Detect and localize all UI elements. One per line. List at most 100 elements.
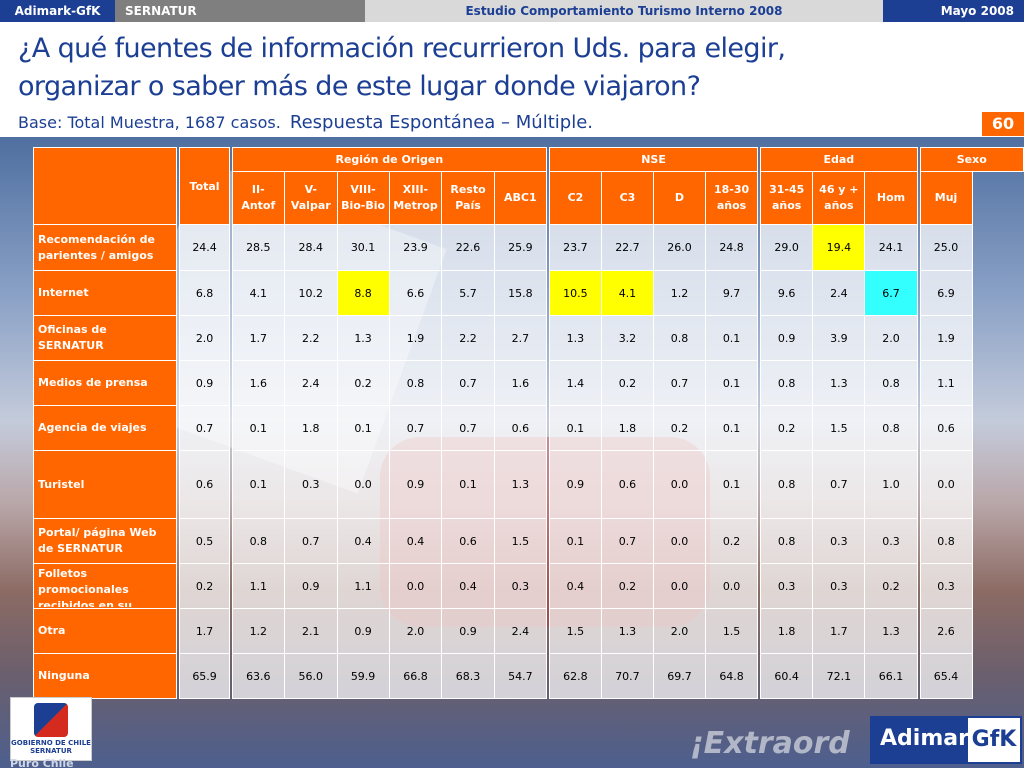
table-cell: 1.7 [231, 315, 285, 361]
column-header: Hom [864, 171, 918, 225]
column-header: VIII- Bio-Bio [336, 171, 390, 225]
table-cell: 0.0 [704, 563, 759, 609]
table-cell: 23.9 [388, 224, 443, 271]
chile-shield-icon [34, 703, 68, 737]
table-cell: 2.0 [864, 315, 918, 361]
table-cell: 0.0 [652, 563, 706, 609]
table-cell: 10.5 [548, 270, 602, 316]
table-cell: 0.1 [704, 405, 759, 451]
row-label-text: Internet [38, 285, 176, 301]
column-header-text: Antof [241, 199, 276, 212]
table-cell: 66.8 [388, 653, 443, 699]
table-cell: 0.2 [760, 405, 814, 451]
table-cell: 0.6 [441, 518, 495, 564]
row-label-text: Agencia de viajes [38, 420, 176, 436]
table-cell: 56.0 [283, 653, 338, 699]
table-cell: 0.1 [704, 315, 759, 361]
company-label: Adimark-GfK [0, 0, 115, 22]
table-cell: 1.3 [548, 315, 602, 361]
column-header: 46 y + años [812, 171, 866, 225]
brand-adimark: Adimark [880, 726, 984, 751]
table-cell: 1.9 [388, 315, 443, 361]
table-cell: 0.8 [760, 450, 814, 519]
table-cell: 28.5 [231, 224, 285, 271]
column-header-text: Hom [876, 191, 906, 204]
row-label-text: Oficinas de SERNATUR [38, 322, 176, 354]
table-cell: 62.8 [548, 653, 602, 699]
row-label: Oficinas de SERNATUR [32, 315, 178, 361]
table-cell: 0.1 [704, 360, 759, 406]
table-cell: 0.6 [600, 450, 654, 519]
column-header-text: VIII- [350, 183, 376, 196]
base-note: Base: Total Muestra, 1687 casos. Respues… [18, 112, 593, 133]
column-header-text: ABC1 [504, 191, 537, 204]
table-cell: 1.6 [231, 360, 285, 406]
row-label-text: Medios de prensa [38, 375, 176, 391]
row-label-line: Folletos [38, 566, 87, 580]
row-label-line: Oficinas de [38, 323, 107, 336]
table-cell: 0.3 [812, 563, 866, 609]
column-header: V- Valpar [283, 171, 338, 225]
group-header: Edad [760, 147, 918, 172]
top-bar: Adimark-GfK SERNATUR Estudio Comportamie… [0, 0, 1024, 22]
table-row: Oficinas de SERNATUR 2.0 1.7 2.2 1.3 1.9 2.2 2.7… [32, 315, 1024, 361]
table-cell: 1.8 [600, 405, 654, 451]
table-cell: 1.6 [493, 360, 548, 406]
base-text: Base: Total Muestra, 1687 casos. [18, 113, 281, 132]
column-header-text: Bio-Bio [341, 199, 386, 212]
study-title: Estudio Comportamiento Turismo Interno 2… [365, 0, 883, 22]
row-label-line: de SERNATUR [38, 542, 123, 555]
table-cell: 0.7 [652, 360, 706, 406]
date-label: Mayo 2008 [883, 0, 1024, 22]
table-cell: 4.1 [600, 270, 654, 316]
table-cell: 0.7 [600, 518, 654, 564]
row-label-text: Ninguna [38, 668, 176, 684]
table-cell: 54.7 [493, 653, 548, 699]
table-cell: 0.2 [179, 563, 230, 609]
row-label-line: recibidos en su [38, 598, 133, 607]
table-row: Internet 6.8 4.1 10.2 8.8 6.6 5.7 15.8 10.5 4.1 1.… [32, 270, 1024, 316]
table-row: Medios de prensa 0.9 1.6 2.4 0.2 0.8 0.7 1.6 1.4… [32, 360, 1024, 406]
table-cell: 0.9 [179, 360, 230, 406]
table-cell: 0.7 [441, 405, 495, 451]
gov-logo-sub: SERNATUR [30, 747, 72, 755]
table-cell: 1.3 [336, 315, 390, 361]
total-header: Total [179, 147, 230, 225]
table-cell: 0.5 [179, 518, 230, 564]
table-cell: 0.3 [493, 563, 548, 609]
column-header: XIII- Metrop [388, 171, 443, 225]
table-cell: 1.3 [600, 608, 654, 654]
table-cell: 0.1 [231, 450, 285, 519]
table-cell: 2.4 [812, 270, 866, 316]
column-header: D [652, 171, 706, 225]
table-cell: 0.6 [493, 405, 548, 451]
table-cell: 0.9 [388, 450, 443, 519]
table-cell: 10.2 [283, 270, 338, 316]
table-cell: 2.6 [919, 608, 973, 654]
row-label-line: Ninguna [38, 669, 90, 682]
row-label-text: Folletos promocionales recibidos en su [38, 566, 176, 607]
table-cell: 0.2 [336, 360, 390, 406]
table-row: Recomendación de parientes / amigos 24.4 28… [32, 224, 1024, 271]
title-line-2: organizar o saber más de este lugar dond… [18, 71, 701, 102]
column-header: C2 [548, 171, 602, 225]
table-cell: 0.1 [336, 405, 390, 451]
table-cell: 3.9 [812, 315, 866, 361]
group-header: NSE [548, 147, 759, 172]
table-cell: 1.1 [919, 360, 973, 406]
column-header-row: II- Antof V- Valpar VIII- Bio-Bio XIII- Metrop R… [34, 171, 1024, 225]
column-gap [177, 172, 180, 225]
column-header: 31-45 años [760, 171, 814, 225]
table-cell: 1.2 [652, 270, 706, 316]
column-header-text: Metrop [393, 199, 438, 212]
header-blank [32, 147, 178, 225]
table-cell: 66.1 [864, 653, 918, 699]
table-cell: 0.2 [600, 360, 654, 406]
table-cell: 1.5 [812, 405, 866, 451]
table-cell: 3.2 [600, 315, 654, 361]
table-cell: 1.3 [864, 608, 918, 654]
table-cell: 2.7 [493, 315, 548, 361]
row-label: Ninguna [32, 653, 178, 699]
table-cell: 0.1 [441, 450, 495, 519]
row-label-line: parientes / amigos [38, 248, 154, 262]
